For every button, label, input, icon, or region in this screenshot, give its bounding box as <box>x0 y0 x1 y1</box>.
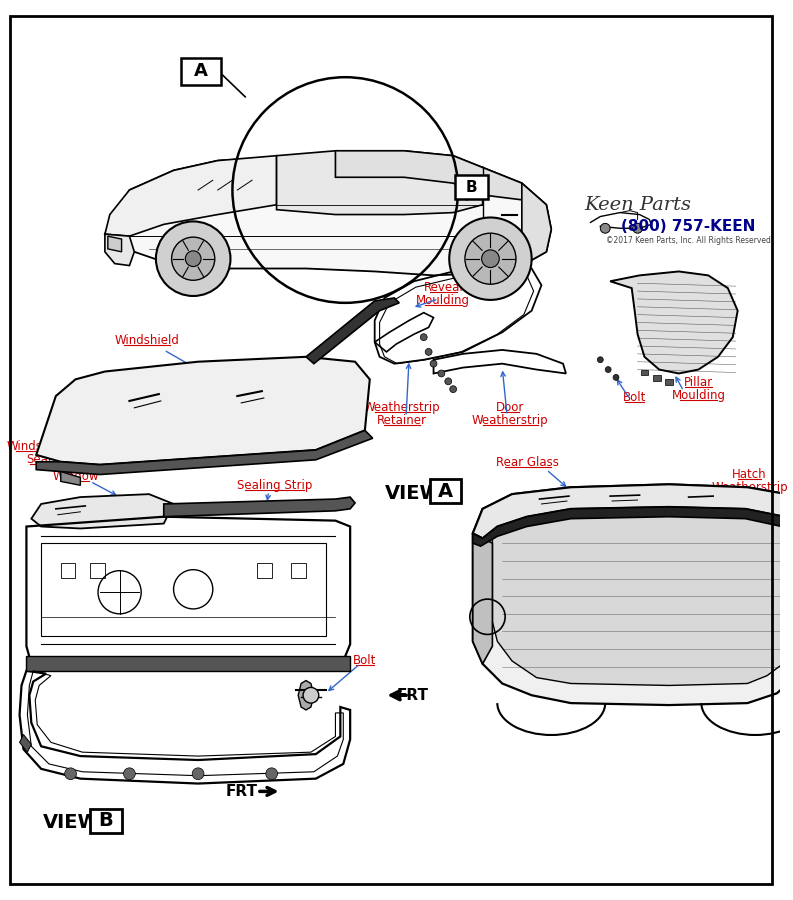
Polygon shape <box>108 236 121 252</box>
Text: VIEW: VIEW <box>43 813 100 832</box>
Text: Windshield: Windshield <box>115 334 179 347</box>
Polygon shape <box>641 370 649 375</box>
Circle shape <box>438 370 445 377</box>
Circle shape <box>450 218 531 300</box>
Text: Keen Parts: Keen Parts <box>584 195 691 213</box>
Polygon shape <box>61 472 80 485</box>
Text: Bolt: Bolt <box>623 392 646 404</box>
Polygon shape <box>26 656 351 670</box>
Circle shape <box>450 386 457 392</box>
Text: (800) 757-KEEN: (800) 757-KEEN <box>622 219 756 234</box>
Text: Retainer: Retainer <box>377 414 427 427</box>
Polygon shape <box>473 534 492 664</box>
Polygon shape <box>36 356 370 464</box>
Circle shape <box>633 223 642 233</box>
Polygon shape <box>492 497 793 686</box>
Polygon shape <box>306 298 399 364</box>
Polygon shape <box>105 154 551 275</box>
Circle shape <box>124 768 136 779</box>
Circle shape <box>420 334 427 340</box>
Text: Rear Glass: Rear Glass <box>496 456 559 469</box>
Circle shape <box>445 378 452 385</box>
Polygon shape <box>473 484 793 705</box>
Text: Sealing Strip: Sealing Strip <box>237 480 312 492</box>
Text: Moulding: Moulding <box>672 390 726 402</box>
Circle shape <box>192 768 204 779</box>
Text: VIEW: VIEW <box>385 484 442 503</box>
Text: B: B <box>98 811 113 831</box>
Circle shape <box>600 223 610 233</box>
Polygon shape <box>298 680 314 710</box>
Polygon shape <box>31 494 174 528</box>
Bar <box>61 562 75 578</box>
Text: ©2017 Keen Parts, Inc. All Rights Reserved: ©2017 Keen Parts, Inc. All Rights Reserv… <box>606 236 771 245</box>
Text: A: A <box>438 482 453 500</box>
Bar <box>90 562 105 578</box>
Polygon shape <box>473 484 793 538</box>
Circle shape <box>171 237 215 280</box>
Polygon shape <box>105 234 134 266</box>
Polygon shape <box>164 497 355 517</box>
Text: Door: Door <box>496 400 524 414</box>
Circle shape <box>613 374 619 381</box>
FancyBboxPatch shape <box>182 58 220 86</box>
Circle shape <box>465 233 516 284</box>
Text: B: B <box>466 180 477 194</box>
Text: Moulding: Moulding <box>416 294 470 307</box>
Circle shape <box>481 250 500 267</box>
Text: Weatherstrip: Weatherstrip <box>711 481 787 493</box>
Polygon shape <box>610 272 737 374</box>
Circle shape <box>266 768 278 779</box>
Polygon shape <box>335 151 522 200</box>
Text: A: A <box>194 62 208 80</box>
FancyBboxPatch shape <box>455 176 488 199</box>
Polygon shape <box>653 375 661 382</box>
Polygon shape <box>277 151 483 214</box>
Polygon shape <box>36 430 373 474</box>
FancyBboxPatch shape <box>430 480 461 503</box>
Circle shape <box>597 356 603 363</box>
Circle shape <box>156 221 231 296</box>
Polygon shape <box>665 380 673 385</box>
Text: Pillar: Pillar <box>684 376 713 390</box>
Text: FRT: FRT <box>225 784 258 799</box>
FancyBboxPatch shape <box>90 809 121 832</box>
Text: Hatch: Hatch <box>732 468 767 481</box>
Circle shape <box>430 360 437 367</box>
Text: Bolt: Bolt <box>353 654 377 667</box>
Text: FRT: FRT <box>396 688 429 703</box>
Circle shape <box>186 251 201 266</box>
Polygon shape <box>105 156 277 236</box>
Polygon shape <box>522 184 551 266</box>
Bar <box>257 562 272 578</box>
Polygon shape <box>473 507 793 546</box>
Polygon shape <box>20 734 31 752</box>
Text: Weatherstrip: Weatherstrip <box>364 400 440 414</box>
Text: Windshield: Windshield <box>6 440 71 454</box>
Circle shape <box>303 688 319 703</box>
Text: Weatherstrip: Weatherstrip <box>472 414 549 427</box>
Bar <box>291 562 306 578</box>
Circle shape <box>425 348 432 356</box>
Circle shape <box>65 768 76 779</box>
Text: Window: Window <box>52 470 98 482</box>
Text: Reveal: Reveal <box>423 282 463 294</box>
Text: Seal: Seal <box>26 453 52 466</box>
Circle shape <box>605 366 611 373</box>
